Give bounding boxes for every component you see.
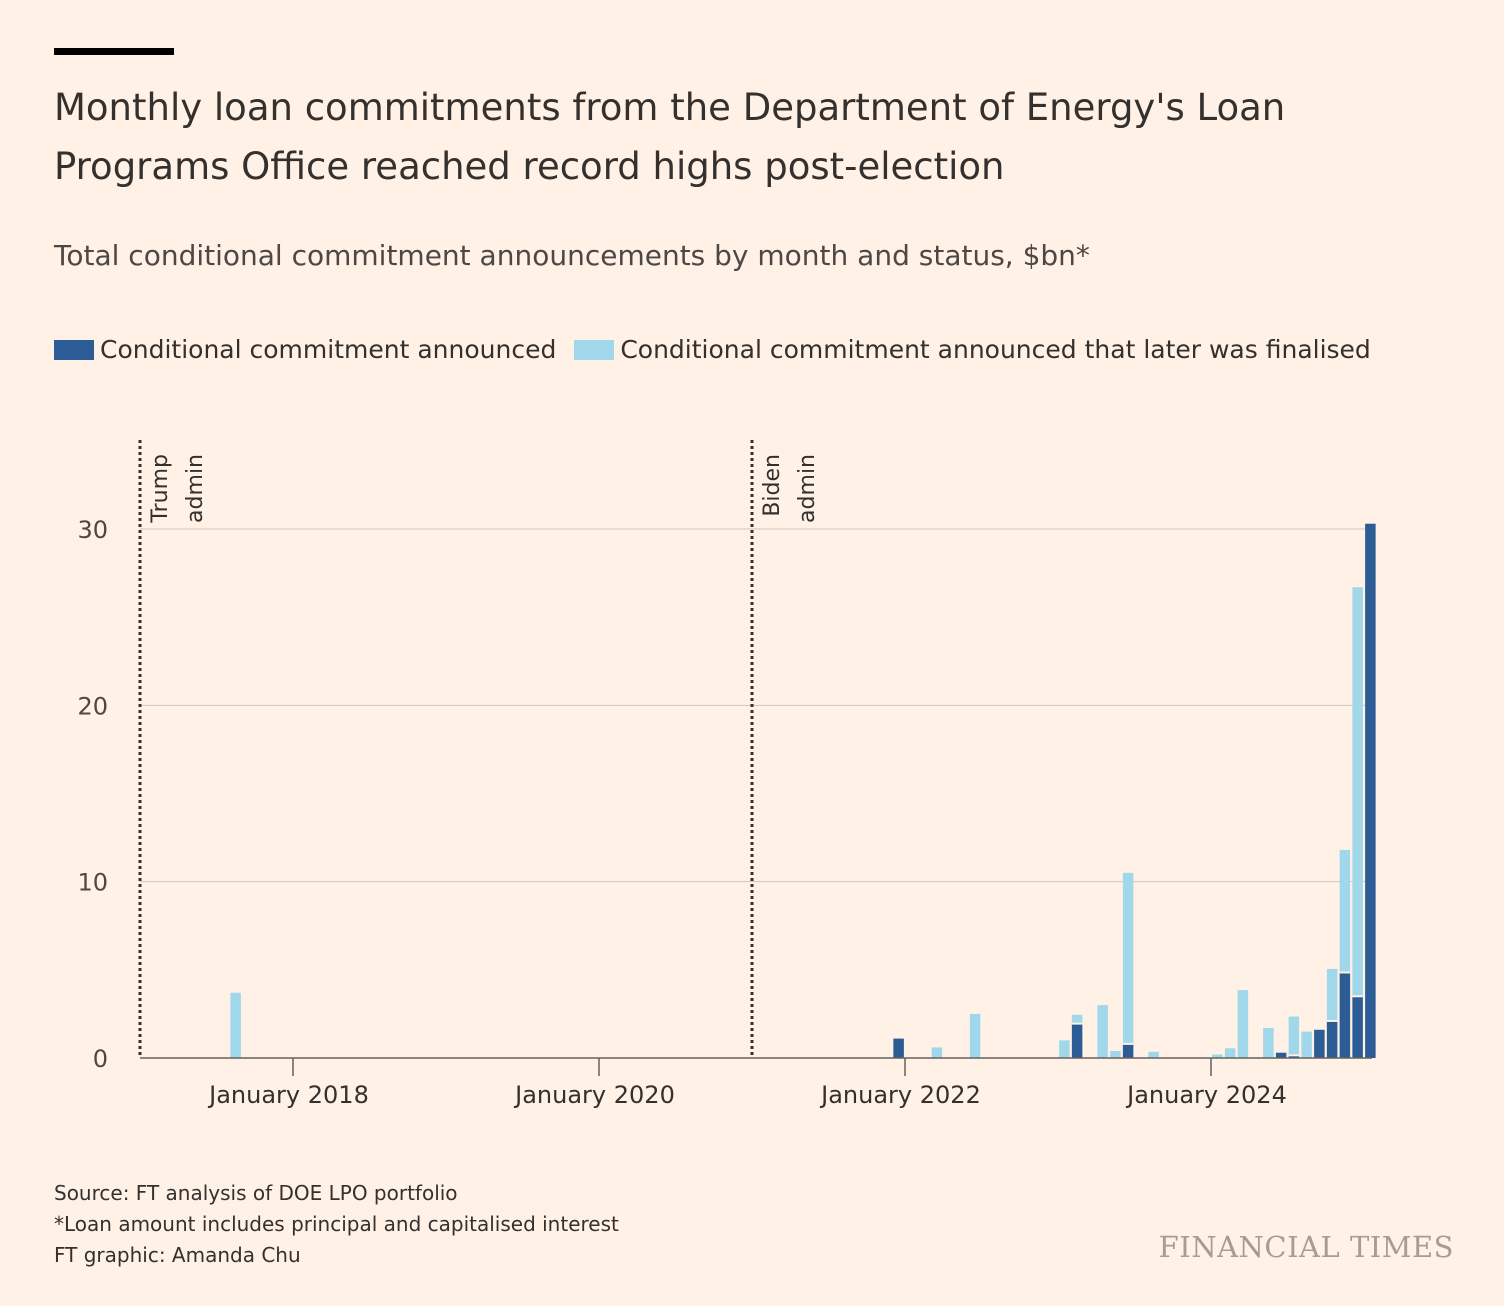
- ft-logo: FINANCIAL TIMES: [1158, 1230, 1454, 1264]
- bar-announced: [1352, 996, 1363, 1058]
- bar-finalised: [1097, 1005, 1108, 1058]
- top-accent-bar: [54, 48, 174, 55]
- bar-finalised: [1263, 1028, 1274, 1058]
- x-tick-label: January 2020: [513, 1081, 675, 1109]
- graphic-credit: FT graphic: Amanda Chu: [54, 1243, 301, 1267]
- footnote: *Loan amount includes principal and capi…: [54, 1212, 619, 1236]
- bar-finalised: [1110, 1050, 1121, 1058]
- y-tick-label: 0: [93, 1045, 108, 1073]
- bar-announced: [1314, 1029, 1325, 1058]
- footer: Source: FT analysis of DOE LPO portfolio…: [54, 1178, 619, 1271]
- legend-swatch-announced: [54, 339, 94, 360]
- legend: Conditional commitment announced Conditi…: [54, 335, 1389, 364]
- y-tick-label: 10: [77, 869, 108, 897]
- axis-layer: 0 10 20 30 January 2018 January 2020 January 2…: [77, 516, 1372, 1109]
- bar-announced: [1326, 1020, 1338, 1058]
- biden-admin-label: Biden: [760, 454, 785, 517]
- bar-finalised: [1288, 1016, 1300, 1056]
- bar-finalised: [1224, 1048, 1236, 1058]
- bar-finalised: [1326, 968, 1338, 1021]
- legend-item-announced: Conditional commitment announced: [54, 335, 556, 364]
- y-tick-label: 20: [77, 692, 108, 720]
- legend-item-finalised: Conditional commitment announced that la…: [574, 335, 1371, 364]
- bar-finalised: [1301, 1031, 1312, 1058]
- bar-announced: [893, 1038, 904, 1058]
- bar-finalised: [1059, 1040, 1070, 1058]
- bar-announced: [1339, 972, 1351, 1058]
- bar-finalised: [1071, 1014, 1083, 1024]
- bar-finalised: [230, 992, 241, 1058]
- bar-announced: [1288, 1055, 1300, 1058]
- source-note: Source: FT analysis of DOE LPO portfolio: [54, 1181, 458, 1205]
- legend-swatch-finalised: [574, 339, 615, 360]
- x-tick-label: January 2018: [207, 1081, 369, 1109]
- bar-announced: [1275, 1052, 1287, 1058]
- bar-announced: [1365, 523, 1376, 1058]
- bar-finalised: [1339, 849, 1351, 973]
- legend-label-announced: Conditional commitment announced: [100, 335, 557, 364]
- trump-admin-label: admin: [183, 454, 208, 523]
- chart-title: Monthly loan commitments from the Depart…: [54, 86, 1286, 188]
- grid-layer: [140, 528, 1372, 883]
- bar-finalised: [1212, 1054, 1223, 1058]
- bar-announced: [1122, 1043, 1134, 1058]
- chart-subtitle: Total conditional commitment announcemen…: [54, 239, 1090, 272]
- x-tick-label: January 2022: [819, 1081, 981, 1109]
- y-tick-label: 30: [77, 516, 108, 544]
- bar-finalised: [1122, 872, 1134, 1044]
- bar-finalised: [969, 1013, 981, 1058]
- bar-finalised: [1148, 1051, 1159, 1058]
- x-tick-label: January 2024: [1125, 1081, 1287, 1109]
- biden-admin-label: admin: [795, 454, 820, 523]
- trump-admin-label: Trump: [148, 454, 173, 524]
- bar-finalised: [1352, 587, 1363, 997]
- annotation-layer: Trump admin Biden admin: [138, 440, 820, 1058]
- legend-label-finalised: Conditional commitment announced that la…: [620, 335, 1371, 364]
- bar-layer: [230, 523, 1376, 1058]
- bar-finalised: [1237, 990, 1249, 1058]
- bar-finalised: [931, 1047, 943, 1058]
- bar-announced: [1071, 1023, 1083, 1058]
